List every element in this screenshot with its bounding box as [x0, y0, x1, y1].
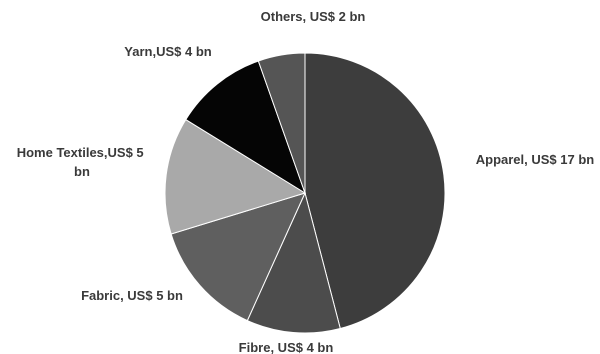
pie-slice-fibre: [246, 191, 341, 334]
slice-label-apparel: Apparel, US$ 17 bn: [476, 152, 595, 167]
pie-slice-yarn: [185, 60, 306, 195]
slice-label-fibre: Fibre, US$ 4 bn: [239, 340, 334, 354]
slice-label-others: Others, US$ 2 bn: [261, 9, 366, 24]
pie-slice-home: [164, 118, 307, 235]
slice-label-fabric: Fabric, US$ 5 bn: [81, 288, 183, 303]
slice-label-home-textiles: Home Textiles,US$ 5 bn: [17, 145, 148, 179]
slice-label-yarn: Yarn,US$ 4 bn: [124, 44, 211, 59]
slice-label-home-textiles-line1: Home Textiles,US$ 5: [17, 145, 144, 160]
pie-slice-others: [257, 52, 306, 194]
slice-label-home-textiles-line2: bn: [74, 164, 90, 179]
pie-slice-fabric: [170, 192, 306, 322]
pie-slice-apparel: [304, 52, 446, 330]
pie-slices: [164, 52, 446, 334]
